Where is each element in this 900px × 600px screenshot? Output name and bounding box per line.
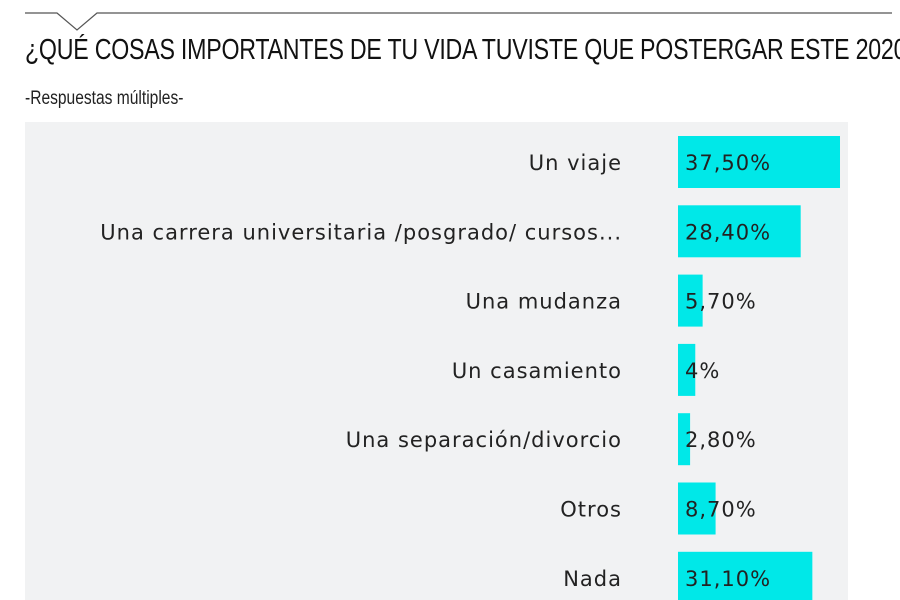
value-label: 5,70% [685,290,757,314]
bar [678,482,716,535]
value-label: 37,50% [685,151,771,175]
bar [678,343,696,396]
category-label: Nada [563,567,622,591]
value-label: 31,10% [685,567,771,591]
category-label: Una mudanza [466,290,622,314]
bar [678,205,801,258]
chart-title: ¿QUÉ COSAS IMPORTANTES DE TU VIDA TUVIST… [25,34,900,66]
value-label: 8,70% [685,498,757,522]
value-label: 4% [685,359,720,383]
value-label: 2,80% [685,428,757,452]
category-label: Una carrera universitaria /posgrado/ cur… [100,220,622,244]
value-label: 28,40% [685,220,771,244]
chart-subtitle: -Respuestas múltiples- [25,88,184,109]
category-label: Una separación/divorcio [346,428,622,452]
bar [678,274,703,327]
category-label: Un viaje [529,151,622,175]
bar [678,413,691,466]
bar [678,136,840,188]
category-label: Un casamiento [452,359,622,383]
bar [678,551,813,600]
category-label: Otros [560,498,622,522]
header-rule [25,12,892,31]
